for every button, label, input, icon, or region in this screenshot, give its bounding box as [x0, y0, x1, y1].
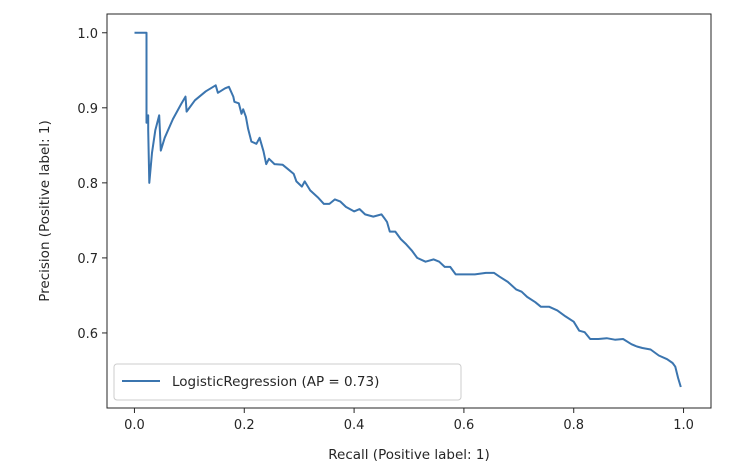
x-tick-label: 0.8	[563, 418, 584, 433]
y-tick-label: 0.9	[77, 102, 98, 117]
x-axis-label: Recall (Positive label: 1)	[328, 447, 490, 463]
y-tick-label: 1.0	[77, 27, 98, 42]
y-tick-label: 0.7	[77, 252, 98, 267]
x-tick-label: 0.4	[344, 418, 365, 433]
axes-frame	[106, 13, 712, 409]
x-tick-label: 0.6	[454, 418, 475, 433]
y-axis-label: Precision (Positive label: 1)	[37, 120, 53, 301]
x-tick-label: 0.2	[234, 418, 255, 433]
legend-entry-label: LogisticRegression (AP = 0.73)	[172, 374, 379, 390]
series-line	[134, 31, 682, 388]
plot-area	[134, 31, 682, 388]
x-axis: 0.0 0.2 0.4 0.6 0.8 1.0	[124, 408, 694, 433]
y-tick-label: 0.8	[77, 177, 98, 192]
legend-box	[113, 363, 462, 401]
legend: LogisticRegression (AP = 0.73)	[113, 363, 462, 401]
y-axis: 0.6 0.7 0.8 0.9 1.0	[77, 27, 107, 342]
x-tick-label: 0.0	[124, 418, 145, 433]
y-tick-label: 0.6	[77, 327, 98, 342]
x-tick-label: 1.0	[673, 418, 694, 433]
